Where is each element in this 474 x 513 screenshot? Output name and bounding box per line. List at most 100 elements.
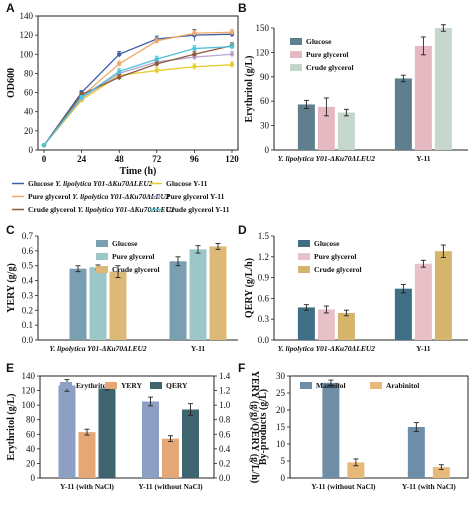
y-tick-label: 0 [281, 473, 286, 483]
legend-e: Erythritol YERY QERY [60, 381, 188, 390]
y-tick-label: 0 [31, 473, 36, 483]
panel-label-f: F [238, 361, 245, 375]
legend-d: Glucose Pure glycerol Crude glycerol [298, 239, 362, 274]
data-point [229, 44, 235, 49]
y-tick-label: 0.2 [22, 305, 33, 315]
data-point [229, 62, 235, 68]
x-category-label: Y. lipolytica Y01-ΔKu70ΔLEU2 [49, 344, 146, 353]
bar [337, 112, 355, 150]
bar [182, 409, 199, 478]
chart-b: 0 30 60 90 120 150 Y. lipolytica Y01-ΔKu70ΔLEU… [244, 23, 468, 163]
series-line [43, 31, 233, 146]
y-tick-label: 0.1 [22, 320, 33, 330]
y-tick-label: 0.5 [22, 261, 34, 271]
bar [434, 28, 452, 150]
legend-swatch [290, 64, 302, 71]
data-point [229, 30, 235, 35]
y-tick-label: 0.6 [22, 246, 34, 256]
data-point [154, 56, 159, 62]
y-tick-label: 20 [24, 126, 34, 136]
plot-frame [289, 375, 469, 479]
x-tick-label: 72 [152, 154, 162, 164]
x-tick-label: 96 [190, 154, 200, 164]
y-tick-label: 0.6 [219, 429, 231, 439]
legend-entry: Mannitol [316, 381, 346, 390]
data-point [192, 31, 197, 36]
legend-entry: Pure glycerol [306, 50, 348, 59]
bar [89, 267, 107, 340]
panel-label-c: C [6, 223, 15, 237]
legend-swatch [96, 266, 108, 273]
y-axis-title: YERY (g/g) [6, 263, 17, 313]
x-category-label: Y. lipolytica Y01-ΔKu70ΔLEU2 [278, 344, 375, 353]
data-point [192, 46, 197, 51]
series-line [43, 64, 233, 146]
y-tick-label: 60 [26, 429, 36, 439]
y-tick-label: 10 [276, 439, 286, 449]
legend-swatch [300, 382, 312, 389]
legend-entry: Glucose Y. lipolytica Y01-ΔKu70ΔLEU2 [28, 179, 153, 188]
y-axis-right-title: YERY (g/g)/QERY (g/L/h) [249, 371, 260, 483]
chart-a: 0 20 40 60 80 100 120 140 0 24 48 72 96 120 Time (h) OD… [6, 11, 239, 214]
y-tick-label: 0 [29, 145, 34, 155]
y-tick-label: 0.0 [22, 335, 34, 345]
legend-c: Glucose Pure glycerol Crude glycerol [96, 239, 160, 274]
y-tick-label: 1.2 [258, 252, 269, 262]
y-tick-label: 0.3 [22, 290, 34, 300]
bar [322, 382, 340, 478]
y-tick-label: 20 [276, 405, 286, 415]
y-tick-label: 140 [20, 11, 34, 21]
bar [297, 104, 315, 150]
legend-entry: Crude glycerol [314, 265, 362, 274]
legend-swatch [290, 51, 302, 58]
y-tick-label: 0.0 [219, 473, 231, 483]
x-category-label: Y-11 (without NaCl) [311, 482, 376, 491]
data-point [117, 52, 122, 57]
legend-entry: Crude glycerol [306, 63, 354, 72]
bar [142, 401, 159, 478]
chart-f: 0 5 10 15 20 25 30 Y-11 (without NaCl) Y-11 (wit… [258, 371, 469, 491]
data-point [154, 38, 159, 44]
y-tick-label: 0.9 [258, 273, 270, 283]
data-point [229, 52, 235, 57]
x-category-label: Y-11 [416, 154, 431, 163]
y-tick-label: 0.3 [258, 314, 270, 324]
panel-label-b: B [238, 1, 247, 15]
y-tick-label: 90 [260, 72, 270, 82]
data-point [117, 61, 122, 67]
legend-swatch [150, 382, 162, 389]
bar [189, 249, 207, 340]
y-tick-label: 40 [26, 444, 36, 454]
y-tick-label: 40 [24, 107, 34, 117]
legend-entry: YERY [121, 381, 143, 390]
y-tick-label: 80 [24, 68, 34, 78]
legend-entry: Pure glycerol Y. lipolytica Y01-ΔKu70ΔLE… [28, 192, 170, 201]
chart-d: 0.0 0.3 0.6 0.9 1.2 1.5 Y. lipolytica Y01-ΔKu7… [244, 231, 468, 353]
data-point [117, 75, 122, 80]
legend-swatch [105, 382, 117, 389]
legend-entry: Pure glycerol Y-11 [166, 192, 225, 201]
bar [109, 271, 127, 340]
y-axis-title: Erythritol (g/L) [244, 56, 255, 123]
chart-c: 0.0 0.1 0.2 0.3 0.4 0.5 0.6 0.7 Y. lipolytica Y0… [6, 231, 238, 353]
y-tick-label: 5 [281, 456, 286, 466]
legend-entry: Glucose Y-11 [166, 179, 208, 188]
legend-swatch [96, 253, 108, 260]
y-axis-title: By-products (g/L) [258, 389, 269, 465]
series-line [43, 45, 233, 146]
panel-label-d: D [238, 223, 247, 237]
y-tick-label: 0.0 [258, 335, 270, 345]
x-category-label: Y-11 [416, 344, 431, 353]
y-tick-label: 0.6 [258, 293, 270, 303]
x-category-label: Y-11 (without NaCl) [138, 482, 203, 491]
y-tick-label: 1.2 [219, 386, 230, 396]
bar [162, 438, 179, 478]
y-tick-label: 80 [26, 415, 36, 425]
y-tick-label: 150 [256, 23, 270, 33]
bar [407, 427, 425, 478]
legend-f: Mannitol Arabinitol [300, 381, 419, 390]
y-axis-title: Erythritol (g/L) [6, 394, 17, 461]
y-tick-label: 140 [22, 371, 36, 381]
series-line [43, 33, 233, 146]
